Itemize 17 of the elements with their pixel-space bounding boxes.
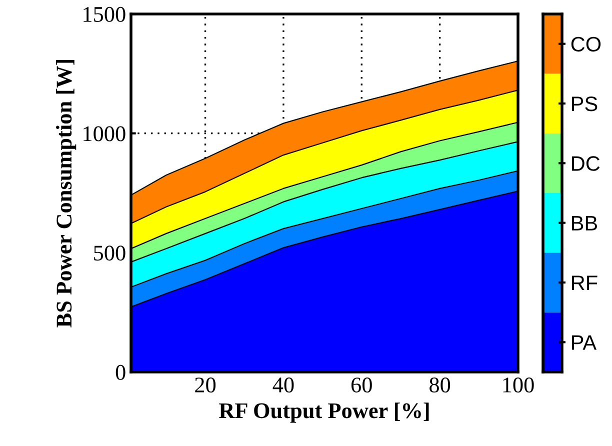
y-tick-label: 500: [94, 246, 126, 261]
x-tick-label: 80: [430, 378, 450, 392]
legend-label: PS: [572, 96, 598, 112]
y-tick-label: 1500: [84, 6, 126, 22]
legend-label: RF: [572, 276, 598, 290]
x-tick-label: 40: [272, 378, 294, 392]
legend-label: DC: [572, 156, 600, 171]
y-axis-title: BS Power Consumption [W]: [56, 60, 76, 328]
x-axis-title: RF Output Power [%]: [219, 402, 429, 423]
x-tick-label: 60: [351, 378, 372, 392]
legend-label: CO: [571, 36, 601, 52]
y-tick-label: 0: [116, 364, 126, 380]
legend-label: BB: [572, 216, 598, 230]
x-tick-label: 100: [503, 378, 534, 392]
y-tick-label: 1000: [84, 126, 126, 142]
x-tick-label: 20: [195, 378, 216, 392]
legend-label: PA: [572, 335, 597, 350]
